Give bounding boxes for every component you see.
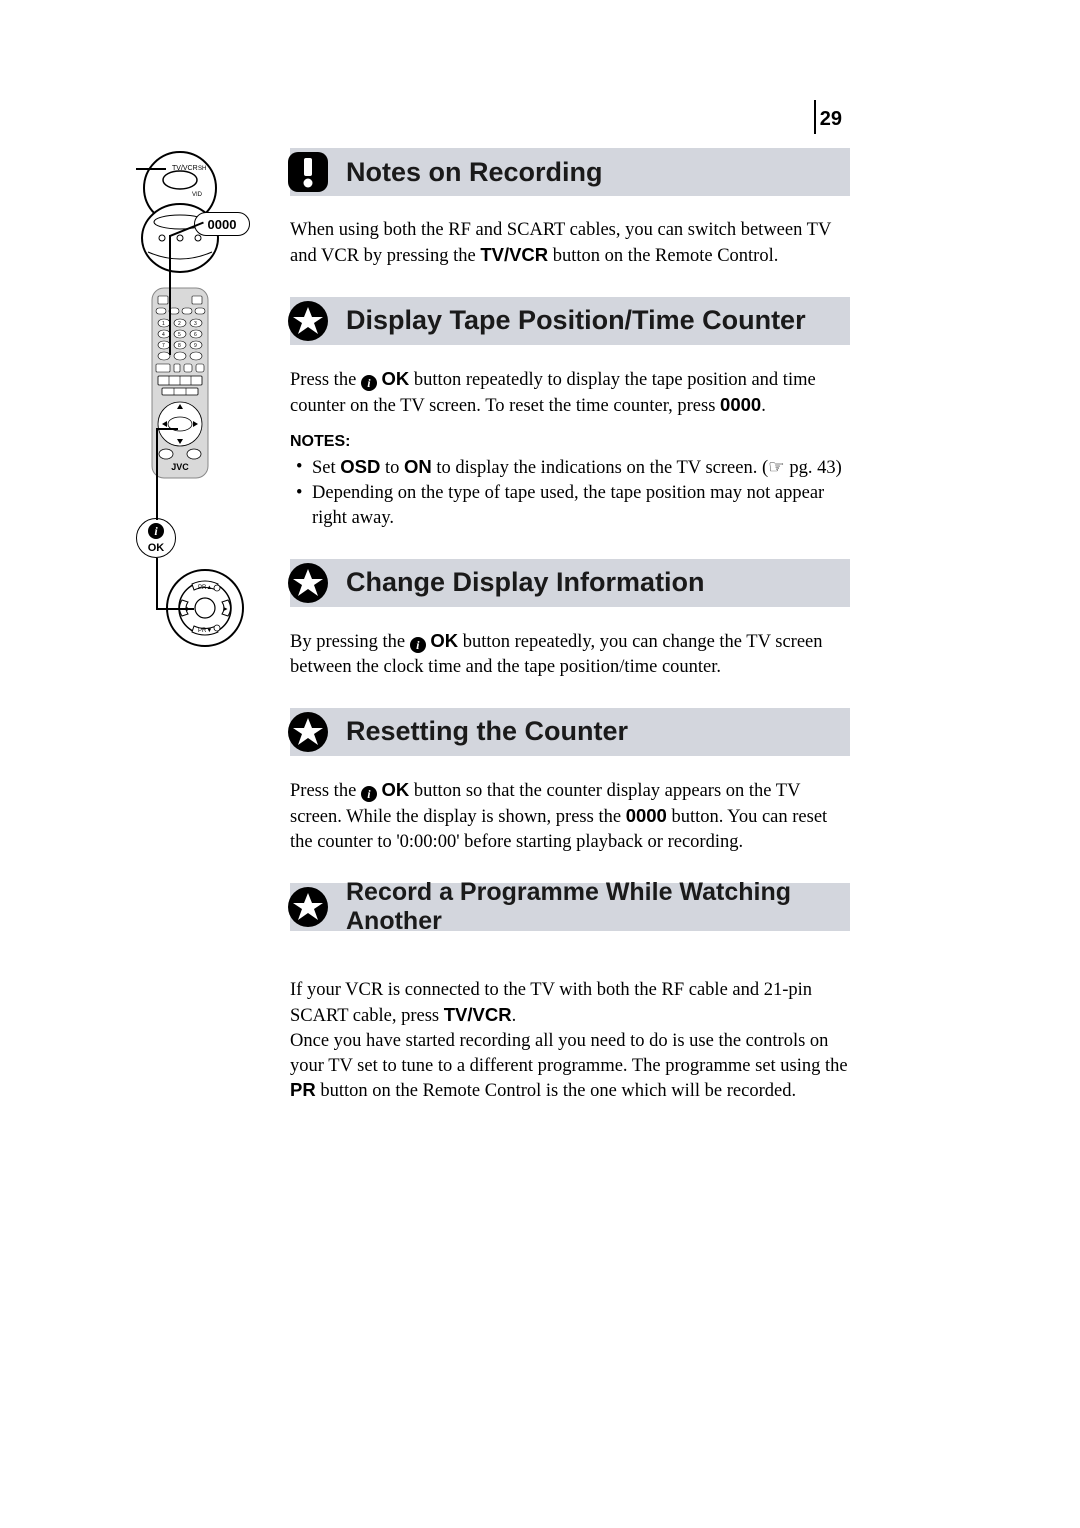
callout-line bbox=[169, 235, 171, 355]
section-title: Resetting the Counter bbox=[346, 716, 628, 747]
main-content: Notes on Recording When using both the R… bbox=[290, 148, 850, 1132]
section-header: Display Tape Position/Time Counter bbox=[290, 297, 850, 345]
section-header: Record a Programme While Watching Anothe… bbox=[290, 883, 850, 931]
section-title: Notes on Recording bbox=[346, 157, 603, 188]
callout-info-ok: i OK bbox=[136, 518, 176, 558]
info-icon: i bbox=[410, 637, 426, 653]
info-icon: i bbox=[361, 375, 377, 391]
star-icon bbox=[286, 299, 330, 343]
page-divider bbox=[814, 100, 816, 134]
callout-line bbox=[156, 558, 158, 610]
section-title: Display Tape Position/Time Counter bbox=[346, 305, 806, 336]
section-body: Press the i OK button so that the counte… bbox=[290, 778, 850, 855]
section-title: Change Display Information bbox=[346, 567, 705, 598]
page-number: 29 bbox=[820, 108, 842, 131]
svg-text:4: 4 bbox=[162, 332, 165, 338]
sh-label: SH bbox=[198, 166, 206, 172]
section-header: Change Display Information bbox=[290, 559, 850, 607]
remote-diagram: TV/VCR SH VID 1 2 3 4 5 6 7 8 9 bbox=[120, 148, 260, 668]
svg-text:PR▲: PR▲ bbox=[198, 585, 212, 591]
callout-line bbox=[156, 428, 158, 520]
brand-label: JVC bbox=[171, 462, 189, 472]
svg-text:7: 7 bbox=[162, 343, 165, 349]
callout-line bbox=[156, 428, 178, 430]
svg-text:►: ► bbox=[222, 606, 229, 613]
tvvcr-top-label: TV/VCR bbox=[172, 165, 198, 172]
section-header: Notes on Recording bbox=[290, 148, 850, 196]
svg-text:6: 6 bbox=[194, 332, 197, 338]
notes-list: Set OSD to ON to display the indications… bbox=[290, 455, 850, 531]
section-display-tape: Display Tape Position/Time Counter Press… bbox=[290, 297, 850, 531]
info-icon: i bbox=[361, 786, 377, 802]
section-record-programme: Record a Programme While Watching Anothe… bbox=[290, 883, 850, 1105]
star-icon bbox=[286, 710, 330, 754]
svg-text:5: 5 bbox=[178, 332, 181, 338]
info-icon: i bbox=[148, 523, 164, 539]
notes-label: NOTES: bbox=[290, 433, 850, 451]
callout-ok-label: OK bbox=[148, 542, 165, 554]
svg-text:8: 8 bbox=[178, 343, 181, 349]
note-item: Set OSD to ON to display the indications… bbox=[292, 455, 850, 481]
section-change-display: Change Display Information By pressing t… bbox=[290, 559, 850, 680]
svg-text:9: 9 bbox=[194, 343, 197, 349]
svg-text:2: 2 bbox=[178, 321, 181, 327]
star-icon bbox=[286, 561, 330, 605]
exclaim-icon bbox=[286, 150, 330, 194]
callout-0000: 0000 bbox=[194, 212, 250, 236]
section-body: Press the i OK button repeatedly to disp… bbox=[290, 367, 850, 419]
section-body: When using both the RF and SCART cables,… bbox=[290, 218, 850, 269]
svg-text:1: 1 bbox=[162, 321, 165, 327]
section-notes-recording: Notes on Recording When using both the R… bbox=[290, 148, 850, 269]
section-title: Record a Programme While Watching Anothe… bbox=[346, 878, 850, 936]
section-resetting-counter: Resetting the Counter Press the i OK but… bbox=[290, 708, 850, 855]
section-body: If your VCR is connected to the TV with … bbox=[290, 953, 850, 1105]
callout-line bbox=[156, 608, 194, 610]
star-icon bbox=[286, 885, 330, 929]
svg-text:3: 3 bbox=[194, 321, 197, 327]
callout-line bbox=[136, 168, 166, 170]
section-body: By pressing the i OK button repeatedly, … bbox=[290, 629, 850, 680]
svg-text:PR▼: PR▼ bbox=[198, 628, 212, 634]
vid-label: VID bbox=[192, 192, 203, 198]
section-header: Resetting the Counter bbox=[290, 708, 850, 756]
note-item: Depending on the type of tape used, the … bbox=[292, 481, 850, 531]
callout-0000-label: 0000 bbox=[208, 217, 237, 232]
